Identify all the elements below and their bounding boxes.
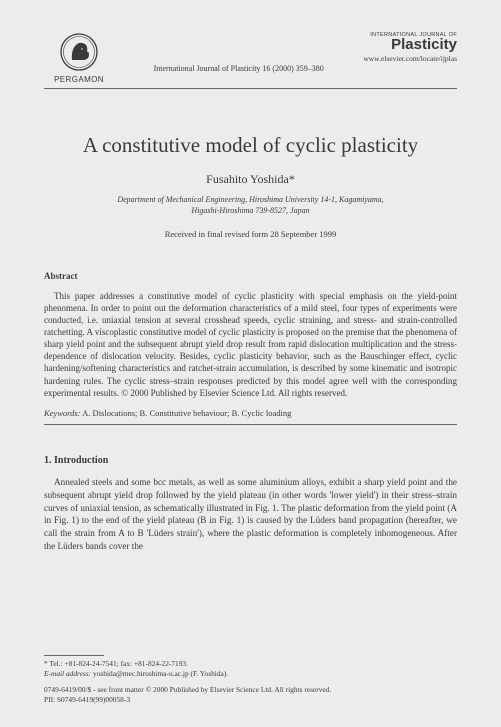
copyright-line: 0749-6419/00/$ - see front matter © 2000… bbox=[44, 685, 457, 695]
footnotes-block: * Tel.: +81-824-24-7541; fax: +81-824-22… bbox=[44, 655, 457, 705]
keywords-label: Keywords: bbox=[44, 408, 81, 418]
email-label: E-mail address: bbox=[44, 669, 91, 678]
affiliation-line-2: Higashi-Hiroshima 739-8527, Japan bbox=[191, 206, 309, 215]
article-title: A constitutive model of cyclic plasticit… bbox=[44, 133, 457, 158]
header-rule bbox=[44, 88, 457, 89]
author-name: Fusahito Yoshida* bbox=[44, 172, 457, 187]
affiliation-line-1: Department of Mechanical Engineering, Hi… bbox=[117, 195, 383, 204]
abstract-text: This paper addresses a constitutive mode… bbox=[44, 290, 457, 399]
pergamon-head-icon bbox=[59, 32, 99, 72]
abstract-heading: Abstract bbox=[44, 271, 457, 281]
journal-name: Plasticity bbox=[391, 37, 457, 52]
journal-logo-block: INTERNATIONAL JOURNAL OF Plasticity www.… bbox=[363, 32, 457, 63]
citation-line: International Journal of Plasticity 16 (… bbox=[114, 32, 363, 73]
section-1-heading: 1. Introduction bbox=[44, 455, 457, 466]
section-1-body: Annealed steels and some bcc metals, as … bbox=[44, 476, 457, 553]
publisher-name: PERGAMON bbox=[54, 75, 104, 84]
journal-header: PERGAMON International Journal of Plasti… bbox=[44, 32, 457, 84]
footnote-rule bbox=[44, 655, 104, 656]
corresponding-contact: * Tel.: +81-824-24-7541; fax: +81-824-22… bbox=[44, 659, 457, 669]
keywords-values: A. Dislocations; B. Constitutive behavio… bbox=[81, 408, 292, 418]
pii-line: PII: S0749-6419(99)00058-3 bbox=[44, 695, 457, 705]
email-value: yoshida@mec.hiroshima-u.ac.jp (F. Yoshid… bbox=[91, 669, 228, 678]
affiliation: Department of Mechanical Engineering, Hi… bbox=[44, 195, 457, 217]
email-line: E-mail address: yoshida@mec.hiroshima-u.… bbox=[44, 669, 457, 679]
keywords-line: Keywords: A. Dislocations; B. Constituti… bbox=[44, 408, 457, 418]
abstract-rule bbox=[44, 424, 457, 425]
publisher-logo-block: PERGAMON bbox=[44, 32, 114, 84]
journal-url: www.elsevier.com/locate/ijplas bbox=[363, 54, 457, 63]
received-date: Received in final revised form 28 Septem… bbox=[44, 229, 457, 239]
